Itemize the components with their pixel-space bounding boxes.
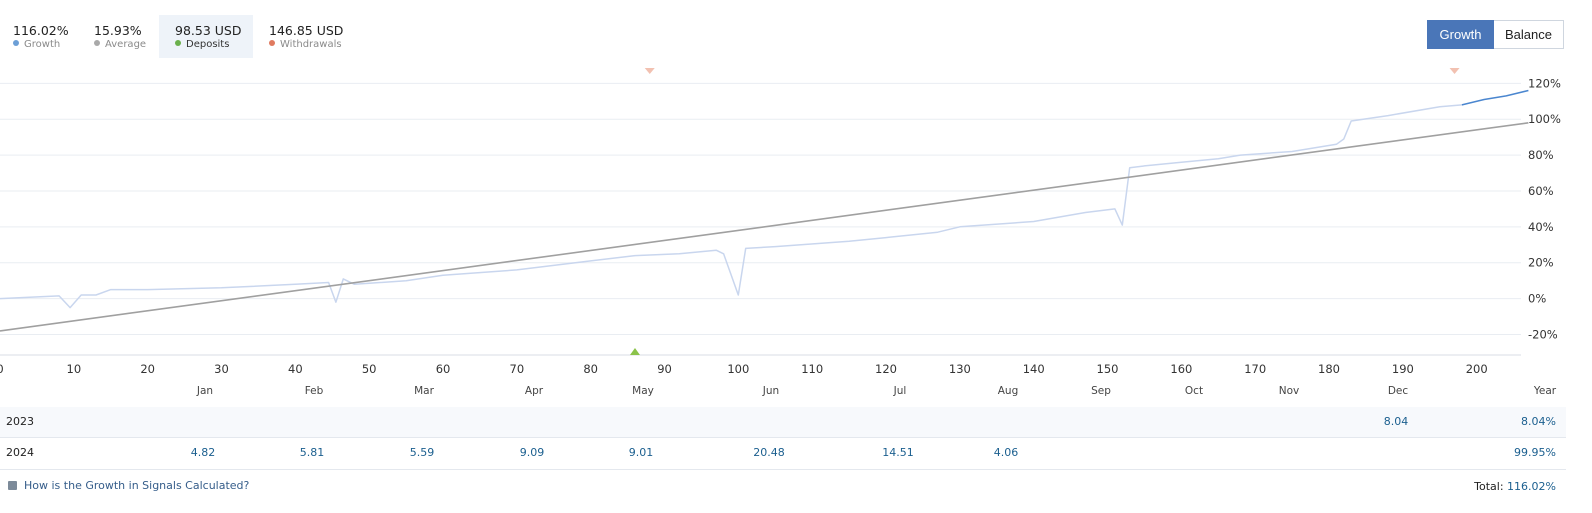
chart-marks xyxy=(0,68,1529,355)
month-header-nov: Nov xyxy=(1278,385,1300,397)
y-tick-label: 60% xyxy=(1528,184,1554,198)
month-header-sep: Sep xyxy=(1091,385,1111,397)
x-tick-label: 50 xyxy=(362,362,377,376)
x-tick-label: 80 xyxy=(583,362,598,376)
total-label: Total: xyxy=(1474,480,1504,493)
month-header-mar: Mar xyxy=(414,385,434,397)
row-divider xyxy=(0,437,1566,438)
total-summary: Total: 116.02% xyxy=(1474,480,1556,493)
x-tick-label: 160 xyxy=(1170,362,1192,376)
row-year: 2024 xyxy=(6,446,34,459)
month-value-jan: 4.82 xyxy=(190,446,216,459)
year-total: 99.95% xyxy=(1514,446,1556,459)
month-value-apr: 9.09 xyxy=(519,446,545,459)
stat-growth[interactable]: 116.02% Growth xyxy=(0,15,78,58)
stat-label: Growth xyxy=(24,39,61,50)
stat-value: 116.02% xyxy=(13,23,69,38)
month-header-year: Year xyxy=(1533,385,1557,397)
y-tick-label: 80% xyxy=(1528,148,1554,162)
month-header-dec: Dec xyxy=(1387,385,1409,397)
x-tick-label: 110 xyxy=(801,362,823,376)
month-header-jan: Jan xyxy=(196,385,214,397)
month-value-mar: 5.59 xyxy=(409,446,435,459)
month-header-aug: Aug xyxy=(997,385,1019,397)
stat-deposits[interactable]: 98.53 USD Deposits xyxy=(159,15,253,58)
total-value: 116.02% xyxy=(1507,480,1556,493)
withdrawal-marker xyxy=(644,68,655,74)
x-tick-label: 130 xyxy=(949,362,971,376)
x-tick-label: 70 xyxy=(510,362,525,376)
x-tick-label: 170 xyxy=(1244,362,1266,376)
x-tick-label: 90 xyxy=(657,362,672,376)
stat-withdrawals[interactable]: 146.85 USD Withdrawals xyxy=(255,15,355,58)
stat-label: Withdrawals xyxy=(280,39,342,50)
y-tick-label: -20% xyxy=(1528,327,1558,341)
growth-calculation-link-text: How is the Growth in Signals Calculated? xyxy=(24,479,250,492)
x-tick-label: 150 xyxy=(1097,362,1119,376)
x-axis-labels: 0 10 20 30 40 50 60 70 80 90 100 110 120 130 140 150 160… xyxy=(0,362,1488,376)
growth-balance-toggle: Growth Balance xyxy=(1427,20,1564,49)
growth-calculation-link[interactable]: How is the Growth in Signals Calculated? xyxy=(8,479,249,492)
month-value-feb: 5.81 xyxy=(299,446,325,459)
y-tick-label: 100% xyxy=(1528,112,1561,126)
x-tick-label: 140 xyxy=(1023,362,1045,376)
month-value-dec: 8.04 xyxy=(1383,415,1409,428)
stat-label: Average xyxy=(105,39,147,50)
deposits-dot-icon xyxy=(175,40,181,46)
series-line-0 xyxy=(0,104,1462,309)
month-value-jun: 20.48 xyxy=(753,446,785,459)
y-axis-labels: 120% 100% 80% 60% 40% 20% 0% -20% xyxy=(1528,76,1561,341)
stat-value: 98.53 USD xyxy=(175,23,242,38)
x-tick-label: 200 xyxy=(1466,362,1488,376)
month-header-oct: Oct xyxy=(1184,385,1204,397)
average-dot-icon xyxy=(94,40,100,46)
growth-chart: 0 10 20 30 40 50 60 70 80 90 100 110 120 130 140 150 160… xyxy=(0,68,1561,376)
stat-value: 15.93% xyxy=(94,23,142,38)
growth-button[interactable]: Growth xyxy=(1427,20,1494,49)
x-tick-label: 180 xyxy=(1318,362,1340,376)
series-line-1 xyxy=(1461,89,1529,106)
month-value-may: 9.01 xyxy=(628,446,654,459)
withdrawals-dot-icon xyxy=(269,40,275,46)
withdrawal-marker xyxy=(1449,68,1460,74)
chart-grid xyxy=(0,82,1521,356)
month-value-jul: 14.51 xyxy=(882,446,914,459)
x-tick-label: 190 xyxy=(1392,362,1414,376)
month-header-row: Jan Feb Mar Apr May Jun Jul Aug Sep Oct Nov Dec Year xyxy=(0,385,1592,401)
month-header-jul: Jul xyxy=(893,385,907,397)
stat-value: 146.85 USD xyxy=(269,23,344,38)
y-tick-label: 40% xyxy=(1528,220,1554,234)
x-tick-label: 100 xyxy=(727,362,749,376)
month-header-may: May xyxy=(632,385,654,397)
x-tick-label: 20 xyxy=(140,362,155,376)
series-line-2 xyxy=(0,122,1529,332)
stat-average[interactable]: 15.93% Average xyxy=(80,15,158,58)
deposit-marker xyxy=(629,348,640,355)
year-row-2023: 2023 8.04 8.04% xyxy=(0,407,1566,437)
x-tick-label: 40 xyxy=(288,362,303,376)
row-year: 2023 xyxy=(6,415,34,428)
year-row-2024: 2024 99.95% 4.82 5.81 5.59 9.09 9.01 20.48 14.… xyxy=(0,438,1566,468)
balance-button[interactable]: Balance xyxy=(1494,20,1564,49)
x-tick-label: 10 xyxy=(67,362,82,376)
y-tick-label: 120% xyxy=(1528,76,1561,90)
row-divider xyxy=(0,469,1566,470)
month-header-feb: Feb xyxy=(304,385,324,397)
x-tick-label: 120 xyxy=(875,362,897,376)
month-header-apr: Apr xyxy=(524,385,544,397)
y-tick-label: 0% xyxy=(1528,292,1546,306)
help-icon xyxy=(8,481,17,490)
stat-label: Deposits xyxy=(186,39,230,50)
month-header-jun: Jun xyxy=(762,385,780,397)
x-tick-label: 0 xyxy=(0,362,4,376)
month-value-aug: 4.06 xyxy=(993,446,1019,459)
x-tick-label: 60 xyxy=(436,362,451,376)
y-tick-label: 20% xyxy=(1528,256,1554,270)
x-tick-label: 30 xyxy=(214,362,229,376)
year-total: 8.04% xyxy=(1521,415,1556,428)
growth-dot-icon xyxy=(13,40,19,46)
